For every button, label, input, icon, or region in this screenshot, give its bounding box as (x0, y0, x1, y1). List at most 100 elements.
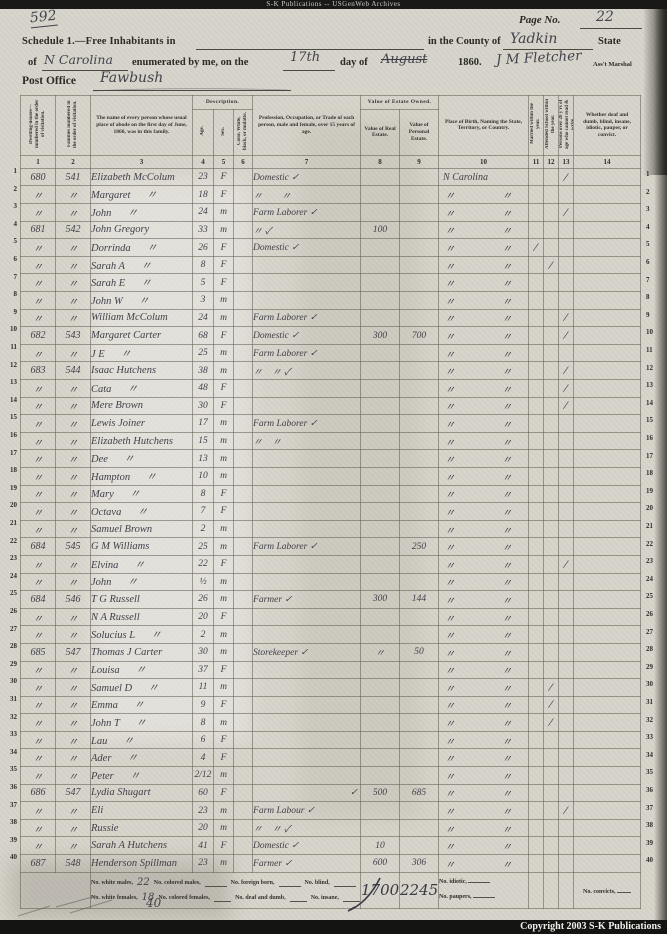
cell-school-mark (543, 484, 560, 504)
row-number-right: 8 (646, 293, 650, 302)
cell-cannot-read-mark: / (558, 167, 575, 187)
cell-age: 4 (192, 748, 214, 768)
blank-line (204, 879, 227, 887)
cell-personal-estate (399, 607, 440, 627)
cell-school-mark (543, 203, 560, 222)
col-header-school: Attended School within the year. (543, 95, 560, 156)
row-number-right: 19 (646, 486, 653, 495)
cell-married-mark (528, 678, 545, 697)
row-number-left: 33 (10, 730, 17, 739)
cell-color (232, 519, 254, 539)
cell-dwelling: 〃 (20, 255, 56, 275)
cell-occupation: Farm Laborer ✓ (252, 308, 362, 328)
cell-dwelling: 680 (20, 167, 56, 187)
cell-real-estate: 10 (360, 836, 401, 856)
cell-occupation (252, 766, 362, 785)
blank-line (473, 890, 496, 899)
cell-family: 〃 (55, 414, 91, 433)
row-number-left: 15 (10, 413, 17, 422)
cell-color (232, 273, 254, 293)
cell-age: 22 (192, 554, 214, 574)
cell-cannot-read-mark (558, 818, 575, 838)
table-row: 686 547 Lydia Shugart 60 F ✓ 500 685 〃〃 (20, 783, 642, 803)
cell-real-estate (360, 361, 401, 380)
footer-stat-label: No. insane, (310, 894, 339, 901)
cell-real-estate (360, 678, 401, 697)
cell-dwelling: 684 (20, 537, 56, 556)
enumerated-label: enumerated by me, on the (132, 57, 249, 68)
cell-personal-estate (399, 572, 440, 592)
column-number: 3 (90, 154, 193, 169)
cell-school-mark (543, 291, 560, 310)
archive-banner-text: S-K Publications -- USGenWeb Archives (266, 0, 401, 8)
cell-married-mark (528, 484, 545, 504)
cell-married-mark (528, 220, 545, 240)
cell-school-mark (543, 818, 560, 838)
cell-school-mark (543, 748, 560, 768)
table-row: 〃〃 Elvina 〃 22 F 〃〃 / (20, 554, 642, 574)
cell-dwelling: 〃 (20, 449, 56, 468)
cell-family: 〃 (55, 502, 91, 521)
cell-birthplace: 〃〃 (438, 291, 530, 310)
row-number-right: 32 (646, 715, 653, 724)
cell-dwelling: 〃 (20, 502, 56, 521)
cell-occupation (252, 713, 362, 732)
cell-real-estate (360, 343, 401, 363)
cell-married-mark (528, 308, 545, 328)
col-header-family: Families numbered in the order of visita… (55, 95, 91, 156)
cell-school-mark (543, 431, 560, 451)
cell-name: Henderson Spillman (90, 854, 193, 873)
cell-married-mark (528, 431, 545, 451)
cell-real-estate (360, 203, 401, 222)
cell-cannot-read-mark: / (558, 379, 575, 398)
cell-name: Ader 〃 (90, 748, 193, 768)
cell-cannot-read-mark (558, 590, 575, 609)
cell-color (232, 695, 254, 715)
cell-remarks (573, 220, 642, 240)
footer-col11-empty (528, 871, 545, 909)
cell-real-estate (360, 396, 401, 416)
row-number-left: 40 (10, 853, 17, 862)
column-number: 14 (573, 154, 642, 169)
day-underline (283, 69, 335, 71)
cell-remarks (573, 502, 642, 521)
cell-birthplace: 〃〃 (438, 238, 530, 257)
cell-age: 38 (192, 361, 214, 380)
cell-family: 〃 (55, 238, 91, 257)
cell-color (232, 572, 254, 592)
cell-married-mark (528, 730, 545, 750)
cell-dwelling: 685 (20, 642, 56, 662)
row-number-right: 37 (646, 803, 653, 812)
cell-occupation: 〃 〃 (252, 185, 362, 205)
cell-name: Sarah A Hutchens (90, 836, 193, 856)
cell-dwelling: 〃 (20, 766, 56, 785)
cell-birthplace: 〃〃 (438, 642, 530, 662)
cell-age: 30 (192, 396, 214, 416)
cell-sex: F (213, 484, 234, 504)
footer-stat-label: No. blind, (304, 879, 330, 886)
cell-occupation (252, 730, 362, 750)
cell-cannot-read-mark: / (558, 308, 575, 328)
cell-real-estate (360, 431, 401, 451)
row-number-right: 15 (646, 416, 653, 425)
cell-personal-estate (399, 678, 440, 697)
cell-school-mark (543, 836, 560, 856)
cell-color (232, 818, 254, 838)
table-row: 〃〃 Margaret 〃 18 F 〃 〃〃〃 (20, 185, 642, 205)
cell-age: 8 (192, 255, 214, 275)
cell-real-estate (360, 607, 401, 627)
cell-occupation (252, 291, 362, 310)
row-number-right: 17 (646, 451, 653, 460)
cell-personal-estate (399, 185, 440, 205)
cell-family: 〃 (55, 396, 91, 416)
cell-personal-estate: 144 (399, 590, 440, 609)
cell-cannot-read-mark (558, 414, 575, 433)
cell-sex: m (213, 449, 234, 468)
cell-color (232, 484, 254, 504)
row-number-right: 21 (646, 522, 653, 530)
row-number-right: 22 (646, 539, 653, 548)
cell-sex: F (213, 502, 234, 521)
cell-school-mark (543, 326, 560, 345)
cell-family: 〃 (55, 466, 91, 486)
